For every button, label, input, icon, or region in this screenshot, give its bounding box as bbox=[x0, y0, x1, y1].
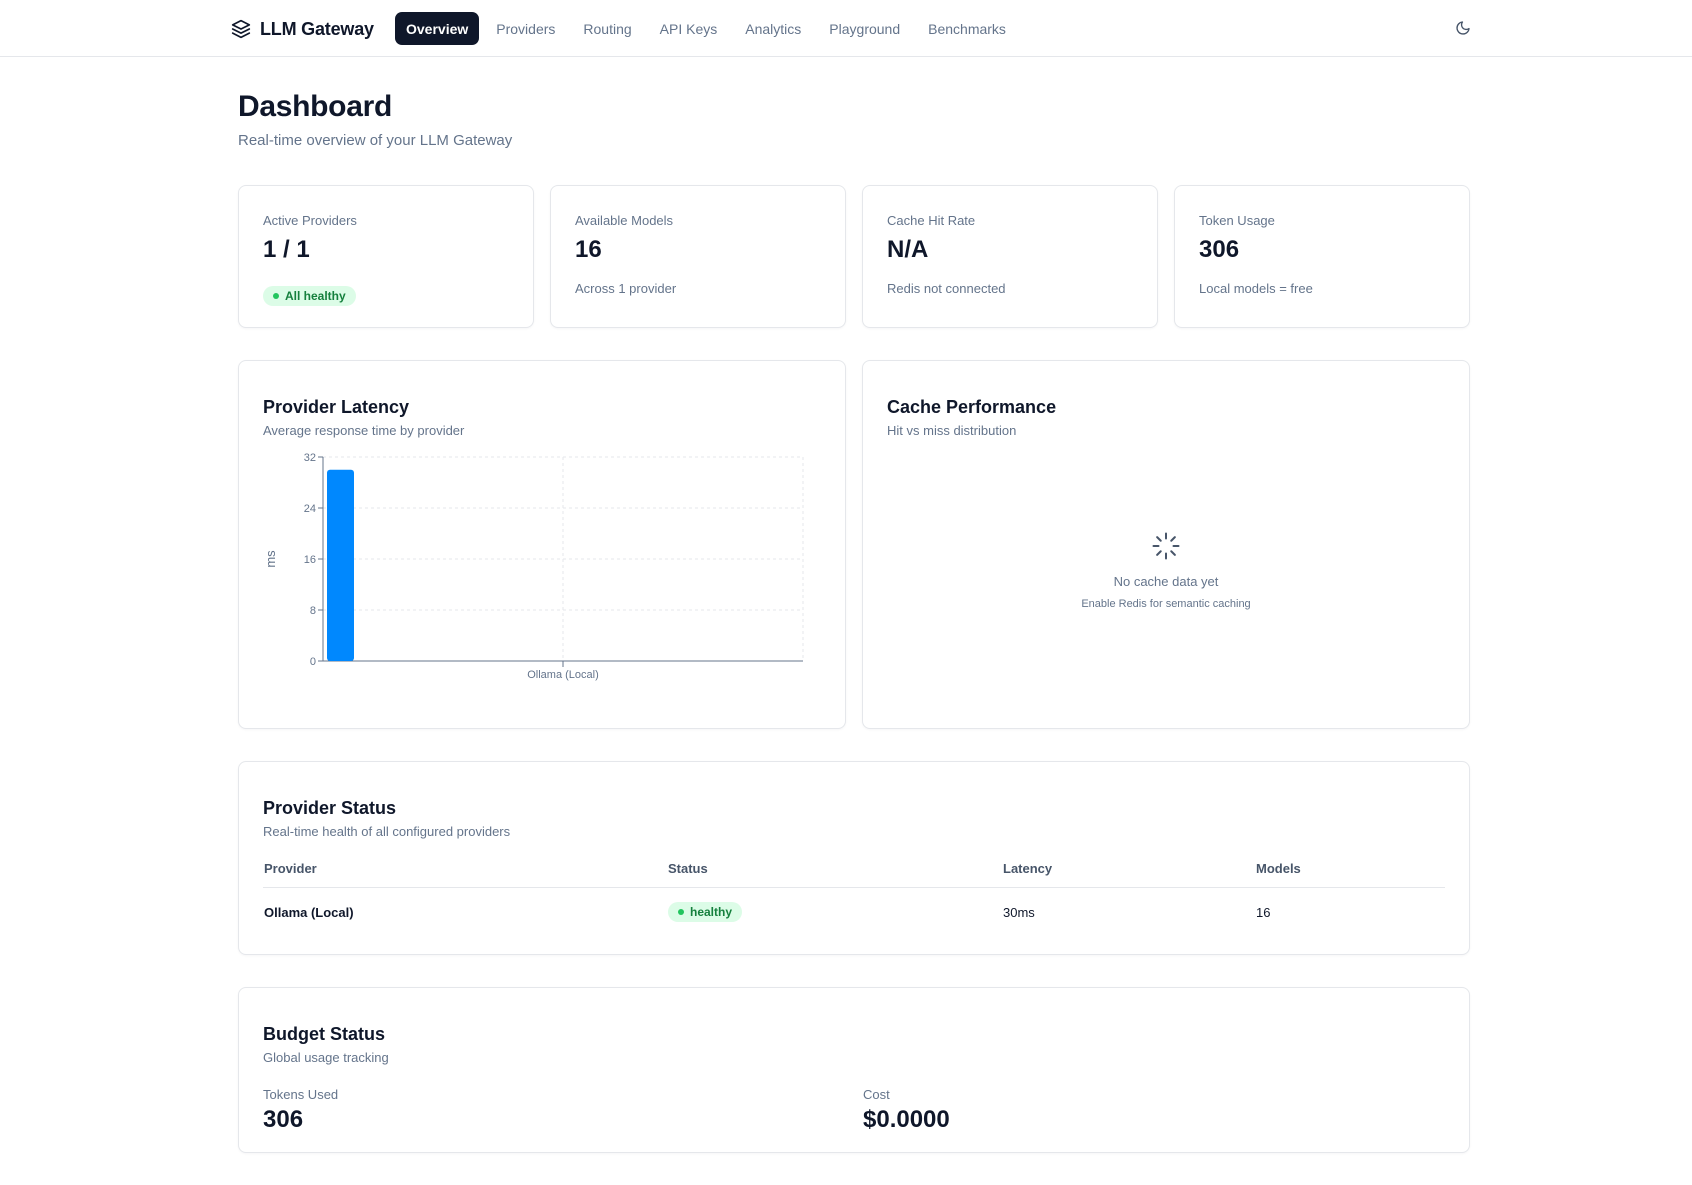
stat-value: 16 bbox=[575, 236, 602, 263]
tokens-used-value: 306 bbox=[263, 1106, 304, 1133]
stat-note: Across 1 provider bbox=[575, 281, 677, 296]
nav-analytics[interactable]: Analytics bbox=[745, 20, 802, 37]
page-subtitle: Real-time overview of your LLM Gateway bbox=[238, 132, 513, 149]
tokens-used-label: Tokens Used bbox=[263, 1087, 339, 1102]
nav-benchmarks[interactable]: Benchmarks bbox=[928, 20, 1006, 37]
stat-card-token-usage: Token Usage 306 Local models = free bbox=[1174, 185, 1470, 328]
latency-bar-chart: 0 8 16 24 32 ms Ollama (Local) bbox=[263, 452, 804, 681]
nav-playground[interactable]: Playground bbox=[829, 20, 901, 37]
status-badge-label: healthy bbox=[690, 905, 733, 920]
page-title: Dashboard bbox=[238, 90, 392, 123]
bar bbox=[327, 469, 354, 661]
y-tick-label: 32 bbox=[304, 452, 316, 464]
y-tick-label: 24 bbox=[304, 503, 316, 515]
status-badge: healthy bbox=[668, 902, 743, 923]
column-header-status: Status bbox=[667, 850, 1002, 888]
top-navbar: LLM Gateway Overview Providers Routing A… bbox=[0, 0, 1692, 57]
card-subtitle: Hit vs miss distribution bbox=[887, 423, 1017, 438]
card-title: Provider Status bbox=[263, 798, 397, 818]
cell-status: healthy bbox=[667, 887, 1002, 937]
loader-icon bbox=[1151, 531, 1181, 561]
provider-status-card: Provider Status Real-time health of all … bbox=[238, 761, 1470, 955]
stat-card-available-models: Available Models 16 Across 1 provider bbox=[550, 185, 846, 328]
app-name: LLM Gateway bbox=[260, 18, 374, 39]
card-subtitle: Average response time by provider bbox=[263, 423, 465, 438]
column-header-models: Models bbox=[1255, 850, 1445, 888]
nav-routing[interactable]: Routing bbox=[583, 20, 632, 37]
moon-icon[interactable] bbox=[1451, 16, 1475, 40]
table-row[interactable]: Ollama (Local) healthy 30ms 16 bbox=[263, 887, 1445, 937]
status-dot-icon bbox=[678, 909, 684, 916]
nav-api-keys[interactable]: API Keys bbox=[659, 20, 718, 37]
nav-overview[interactable]: Overview bbox=[395, 12, 480, 45]
empty-title: No cache data yet bbox=[1113, 574, 1219, 589]
stat-card-active-providers: Active Providers 1 / 1 All healthy bbox=[238, 185, 534, 328]
y-axis-label: ms bbox=[263, 550, 278, 568]
provider-latency-card: Provider Latency Average response time b… bbox=[238, 360, 846, 729]
cell-models: 16 bbox=[1256, 904, 1271, 920]
stat-note: Redis not connected bbox=[887, 281, 1006, 296]
cost-label: Cost bbox=[863, 1087, 890, 1102]
stat-value: 1 / 1 bbox=[263, 236, 310, 263]
cell-provider: Ollama (Local) bbox=[264, 904, 354, 920]
status-badge-label: All healthy bbox=[285, 289, 346, 303]
y-tick-label: 16 bbox=[304, 554, 316, 566]
stat-value: N/A bbox=[887, 236, 929, 263]
card-title: Cache Performance bbox=[887, 397, 1057, 417]
column-header-provider: Provider bbox=[263, 850, 667, 888]
budget-status-card: Budget Status Global usage tracking Toke… bbox=[238, 987, 1470, 1153]
cell-latency: 30ms bbox=[1003, 904, 1035, 920]
card-subtitle: Real-time health of all configured provi… bbox=[263, 824, 511, 839]
card-title: Budget Status bbox=[263, 1024, 386, 1044]
stat-note: Local models = free bbox=[1199, 281, 1313, 296]
column-header-latency: Latency bbox=[1002, 850, 1255, 888]
status-dot-icon bbox=[273, 293, 279, 299]
stat-label: Cache Hit Rate bbox=[887, 213, 976, 228]
nav-providers[interactable]: Providers bbox=[496, 20, 556, 37]
y-tick-label: 0 bbox=[310, 656, 316, 668]
empty-hint: Enable Redis for semantic caching bbox=[1081, 598, 1251, 610]
stat-label: Token Usage bbox=[1199, 213, 1275, 228]
card-title: Provider Latency bbox=[263, 397, 410, 417]
cost-value: $0.0000 bbox=[863, 1106, 950, 1133]
cache-performance-card: Cache Performance Hit vs miss distributi… bbox=[862, 360, 1470, 729]
brand[interactable]: LLM Gateway bbox=[230, 16, 374, 42]
stat-card-cache-hit-rate: Cache Hit Rate N/A Redis not connected bbox=[862, 185, 1158, 328]
provider-status-table: Provider Status Latency Models Ollama (L… bbox=[263, 850, 1445, 937]
stat-label: Available Models bbox=[575, 213, 674, 228]
stat-label: Active Providers bbox=[263, 213, 357, 228]
layers-icon bbox=[230, 18, 252, 40]
cache-empty-state: No cache data yet Enable Redis for seman… bbox=[863, 531, 1469, 610]
y-tick-label: 8 bbox=[310, 605, 316, 617]
main-nav: Overview Providers Routing API Keys Anal… bbox=[395, 12, 1023, 45]
status-badge: All healthy bbox=[263, 286, 356, 306]
card-subtitle: Global usage tracking bbox=[263, 1050, 389, 1065]
stat-value: 306 bbox=[1199, 236, 1240, 263]
x-tick-label: Ollama (Local) bbox=[527, 669, 599, 681]
table-header-row: Provider Status Latency Models bbox=[263, 850, 1445, 888]
